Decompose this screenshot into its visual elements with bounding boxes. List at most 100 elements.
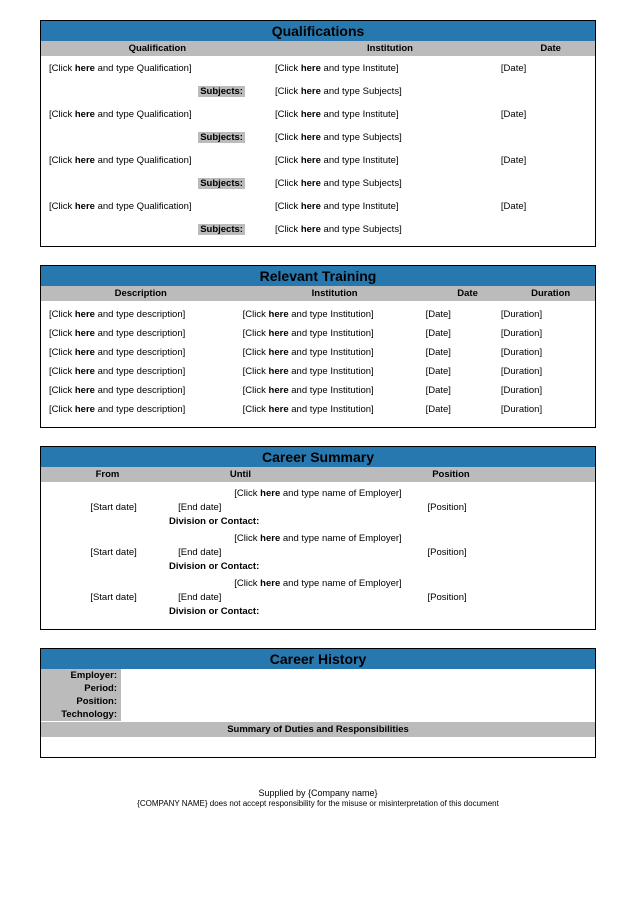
qualification-cell[interactable]: [Click here and type Qualification]	[49, 201, 275, 212]
training-description-cell[interactable]: [Click here and type description]	[49, 404, 243, 415]
career-summary-section: Career Summary From Until Position [Clic…	[40, 446, 596, 630]
qual-header-date: Date	[506, 41, 595, 56]
subjects-cell[interactable]: [Click here and type Subjects]	[275, 178, 501, 189]
training-date-cell[interactable]: [Date]	[426, 328, 501, 339]
career-summary-row: [Start date][End date][Position]	[49, 499, 587, 516]
history-value-period[interactable]	[121, 682, 595, 695]
career-summary-row: [Start date][End date][Position]	[49, 589, 587, 606]
division-contact-label: Division or Contact:	[49, 561, 587, 576]
training-duration-cell[interactable]: [Duration]	[501, 309, 587, 320]
summary-from-cell[interactable]: [Start date]	[49, 502, 178, 513]
summary-until-cell[interactable]: [End date]	[178, 592, 307, 603]
employer-line[interactable]: [Click here and type name of Employer]	[49, 531, 587, 544]
training-description-cell[interactable]: [Click here and type description]	[49, 328, 243, 339]
training-duration-cell[interactable]: [Duration]	[501, 328, 587, 339]
footer-line-1: Supplied by {Company name}	[40, 788, 596, 798]
training-header-date: Date	[429, 286, 507, 301]
date-cell[interactable]: [Date]	[501, 109, 587, 120]
employer-line[interactable]: [Click here and type name of Employer]	[49, 486, 587, 499]
subjects-cell[interactable]: [Click here and type Subjects]	[275, 86, 501, 97]
qualification-row: [Click here and type Qualification][Clic…	[49, 152, 587, 169]
training-date-cell[interactable]: [Date]	[426, 385, 501, 396]
history-label-employer: Employer:	[41, 669, 121, 682]
summary-position-cell[interactable]: [Position]	[307, 547, 587, 558]
training-institution-cell[interactable]: [Click here and type Institution]	[243, 404, 426, 415]
date-cell[interactable]: [Date]	[501, 63, 587, 74]
summary-position-cell[interactable]: [Position]	[307, 502, 587, 513]
training-institution-cell[interactable]: [Click here and type Institution]	[243, 385, 426, 396]
training-row: [Click here and type description][Click …	[49, 343, 587, 362]
career-history-section: Career History Employer: Period: Positio…	[40, 648, 596, 758]
training-description-cell[interactable]: [Click here and type description]	[49, 309, 243, 320]
summary-from-cell[interactable]: [Start date]	[49, 592, 178, 603]
institution-cell[interactable]: [Click here and type Institute]	[275, 63, 501, 74]
qualification-cell[interactable]: [Click here and type Qualification]	[49, 63, 275, 74]
training-duration-cell[interactable]: [Duration]	[501, 347, 587, 358]
training-header-description: Description	[41, 286, 240, 301]
qual-header-qualification: Qualification	[41, 41, 274, 56]
training-section: Relevant Training Description Institutio…	[40, 265, 596, 428]
history-label-position: Position:	[41, 695, 121, 708]
history-summary-body[interactable]	[41, 737, 595, 757]
subjects-cell[interactable]: [Click here and type Subjects]	[275, 224, 501, 235]
training-row: [Click here and type description][Click …	[49, 381, 587, 400]
training-title: Relevant Training	[41, 266, 595, 286]
training-duration-cell[interactable]: [Duration]	[501, 366, 587, 377]
division-contact-label: Division or Contact:	[49, 606, 587, 621]
training-institution-cell[interactable]: [Click here and type Institution]	[243, 309, 426, 320]
training-date-cell[interactable]: [Date]	[426, 309, 501, 320]
qual-header-institution: Institution	[274, 41, 507, 56]
subjects-label: Subjects:	[49, 224, 275, 235]
subjects-label: Subjects:	[49, 132, 275, 143]
history-label-period: Period:	[41, 682, 121, 695]
training-duration-cell[interactable]: [Duration]	[501, 404, 587, 415]
qualification-row: [Click here and type Qualification][Clic…	[49, 60, 587, 77]
qualification-row: [Click here and type Qualification][Clic…	[49, 106, 587, 123]
career-history-title: Career History	[41, 649, 595, 669]
history-value-position[interactable]	[121, 695, 595, 708]
institution-cell[interactable]: [Click here and type Institute]	[275, 109, 501, 120]
summary-until-cell[interactable]: [End date]	[178, 502, 307, 513]
qualifications-section: Qualifications Qualification Institution…	[40, 20, 596, 247]
training-institution-cell[interactable]: [Click here and type Institution]	[243, 366, 426, 377]
history-value-technology[interactable]	[121, 708, 595, 721]
training-date-cell[interactable]: [Date]	[426, 347, 501, 358]
training-description-cell[interactable]: [Click here and type description]	[49, 366, 243, 377]
history-summary-header: Summary of Duties and Responsibilities	[41, 721, 595, 737]
history-value-employer[interactable]	[121, 669, 595, 682]
career-history-labels: Employer: Period: Position: Technology:	[41, 669, 595, 721]
training-institution-cell[interactable]: [Click here and type Institution]	[243, 347, 426, 358]
history-row-position: Position:	[41, 695, 595, 708]
summary-from-cell[interactable]: [Start date]	[49, 547, 178, 558]
subjects-row: Subjects:[Click here and type Subjects]	[49, 175, 587, 192]
training-row: [Click here and type description][Click …	[49, 305, 587, 324]
training-description-cell[interactable]: [Click here and type description]	[49, 385, 243, 396]
training-date-cell[interactable]: [Date]	[426, 366, 501, 377]
qualification-cell[interactable]: [Click here and type Qualification]	[49, 109, 275, 120]
summary-header-until: Until	[174, 467, 307, 482]
training-description-cell[interactable]: [Click here and type description]	[49, 347, 243, 358]
page: Qualifications Qualification Institution…	[0, 0, 636, 818]
date-cell[interactable]: [Date]	[501, 201, 587, 212]
qualifications-body: [Click here and type Qualification][Clic…	[41, 56, 595, 246]
qualification-cell[interactable]: [Click here and type Qualification]	[49, 155, 275, 166]
training-header-row: Description Institution Date Duration	[41, 286, 595, 301]
training-date-cell[interactable]: [Date]	[426, 404, 501, 415]
summary-until-cell[interactable]: [End date]	[178, 547, 307, 558]
subjects-label: Subjects:	[49, 86, 275, 97]
subjects-cell[interactable]: [Click here and type Subjects]	[275, 132, 501, 143]
subjects-row: Subjects:[Click here and type Subjects]	[49, 221, 587, 238]
qualification-row: [Click here and type Qualification][Clic…	[49, 198, 587, 215]
date-cell[interactable]: [Date]	[501, 155, 587, 166]
qualifications-header-row: Qualification Institution Date	[41, 41, 595, 56]
history-row-technology: Technology:	[41, 708, 595, 721]
training-duration-cell[interactable]: [Duration]	[501, 385, 587, 396]
summary-position-cell[interactable]: [Position]	[307, 592, 587, 603]
training-institution-cell[interactable]: [Click here and type Institution]	[243, 328, 426, 339]
employer-line[interactable]: [Click here and type name of Employer]	[49, 576, 587, 589]
institution-cell[interactable]: [Click here and type Institute]	[275, 201, 501, 212]
summary-header-from: From	[41, 467, 174, 482]
career-summary-header-row: From Until Position	[41, 467, 595, 482]
institution-cell[interactable]: [Click here and type Institute]	[275, 155, 501, 166]
summary-header-position: Position	[307, 467, 595, 482]
